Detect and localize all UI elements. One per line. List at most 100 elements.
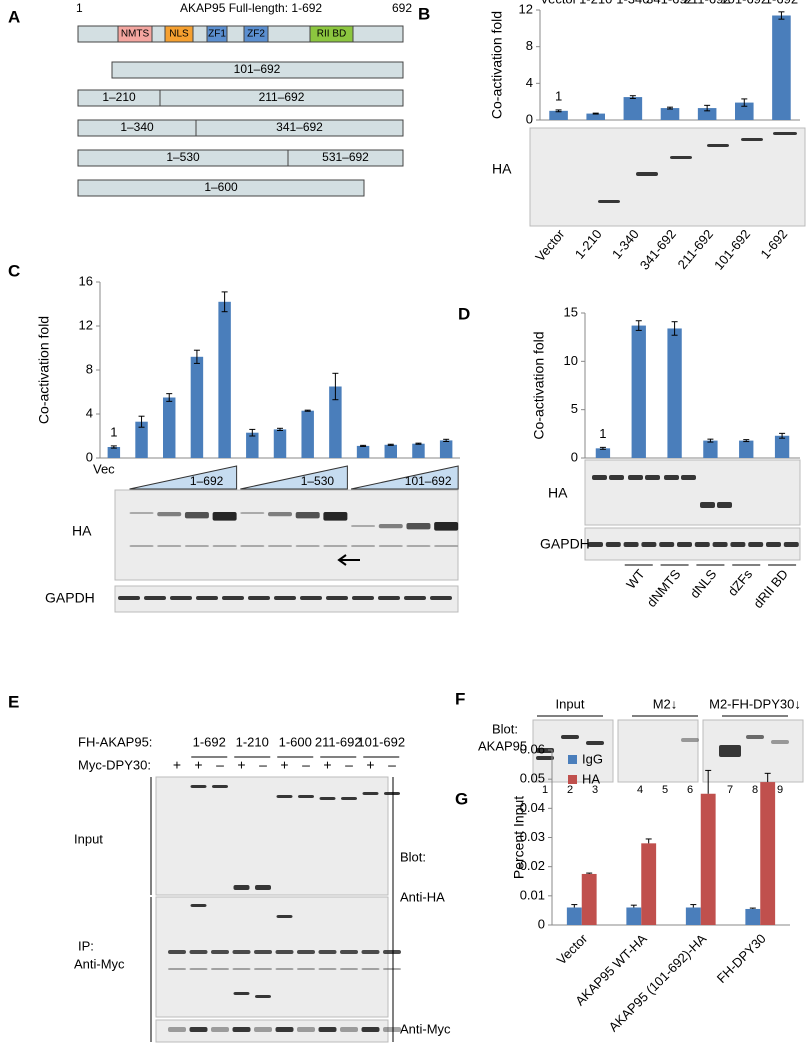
band (609, 475, 624, 480)
band (636, 172, 658, 176)
e-label: Myc-DPY30: (78, 757, 151, 772)
band (623, 542, 639, 547)
band (588, 542, 603, 547)
e-label: Anti-Myc (400, 1021, 451, 1036)
e-label: IP: (78, 938, 94, 953)
gel (155, 1019, 389, 1043)
band (190, 785, 207, 788)
domain-label: ZF1 (208, 29, 226, 40)
band (233, 992, 250, 995)
dose-triangle (129, 465, 238, 490)
band (664, 475, 679, 480)
lane-label: WT (623, 566, 648, 591)
bar (623, 97, 643, 120)
band (168, 968, 186, 970)
band (129, 512, 154, 514)
band (378, 596, 400, 600)
f-group: M2-FH-DPY30↓ (709, 696, 801, 711)
band (378, 524, 403, 529)
bar (412, 443, 425, 458)
gel (584, 527, 801, 561)
y-axis-label: Co-activation fold (489, 11, 505, 119)
y-tick-label: 0 (538, 916, 545, 931)
x-tick-label: Vec (93, 461, 115, 476)
construct: 211-692 (315, 734, 362, 749)
e-label: Blot: (400, 849, 426, 864)
band (144, 596, 166, 600)
bar (631, 325, 646, 458)
bar (549, 110, 568, 120)
gel-label: GAPDH (540, 536, 590, 552)
band (297, 950, 315, 954)
lane-label: Vector (532, 226, 568, 264)
y-axis-label: Co-activation fold (531, 331, 547, 439)
lane-number: 9 (777, 784, 783, 796)
f-group: M2↓ (653, 696, 678, 711)
domain-label: NMTS (121, 29, 150, 40)
bar (581, 873, 597, 925)
fragment (159, 89, 404, 107)
band (430, 596, 452, 600)
bar (745, 908, 761, 925)
band (254, 950, 272, 954)
lane-label: 1-210 (572, 226, 605, 261)
panel-label: B (418, 4, 430, 23)
y-tick-label: 4 (86, 405, 93, 420)
band (717, 502, 732, 508)
bar (273, 429, 287, 458)
bar (329, 386, 342, 458)
band (592, 475, 607, 480)
band (268, 512, 292, 517)
lane-label: dRII BD (750, 566, 791, 611)
bar (107, 447, 121, 458)
e-label: Anti-HA (400, 889, 445, 904)
band (746, 735, 764, 739)
band (645, 475, 660, 480)
label: 1–600 (204, 180, 238, 194)
lane-label: dNLS (687, 566, 720, 601)
band (340, 968, 358, 970)
arrow (337, 554, 360, 566)
band (276, 915, 293, 918)
lane-number: 5 (662, 784, 668, 796)
band (240, 545, 265, 547)
band (319, 797, 336, 800)
lane-number: 4 (637, 784, 643, 796)
panel-label: F (455, 689, 465, 708)
bar (439, 440, 453, 458)
gel-label: HA (72, 523, 92, 539)
label: 1–530 (166, 150, 200, 164)
y-tick-label: 15 (564, 304, 578, 319)
bar (760, 782, 776, 925)
band (719, 745, 741, 757)
sign: – (259, 757, 267, 773)
band (184, 512, 209, 519)
x-tick-label: AKAP95 (101-692)-HA (606, 931, 710, 1035)
lane-label: 1-340 (609, 226, 642, 261)
band (211, 968, 229, 970)
lane-number: 7 (727, 784, 733, 796)
band (212, 512, 237, 521)
band (211, 1027, 229, 1032)
band (341, 797, 357, 800)
band (361, 1027, 380, 1032)
bar (660, 108, 680, 120)
bar (135, 421, 148, 458)
panel-label: G (455, 789, 468, 808)
bar (739, 440, 754, 458)
band (129, 545, 154, 547)
legend-swatch (568, 775, 577, 784)
band (248, 596, 270, 600)
band (298, 795, 314, 798)
band (157, 545, 182, 547)
lane-label: 341-692 (637, 226, 679, 272)
band (677, 542, 692, 547)
y-tick-label: 0.05 (520, 771, 545, 786)
x-tick-label: 1-340 (616, 0, 649, 6)
band (295, 545, 320, 547)
band (118, 596, 140, 600)
band (318, 950, 337, 954)
band (361, 950, 380, 954)
bar (586, 113, 605, 120)
gel (702, 719, 804, 783)
